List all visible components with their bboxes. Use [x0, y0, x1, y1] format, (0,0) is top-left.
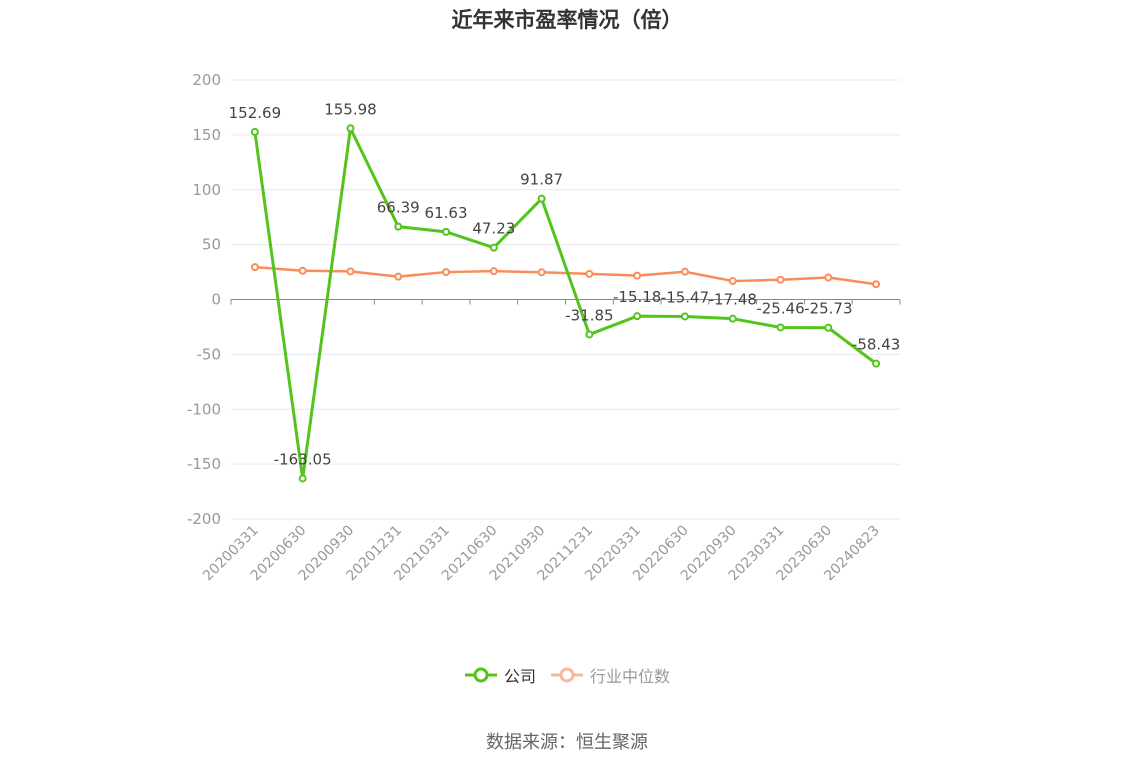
data-point-industry[interactable]	[728, 277, 737, 286]
data-label: -58.43	[852, 336, 900, 354]
series-line-industry	[254, 265, 877, 286]
data-point-industry[interactable]	[298, 266, 307, 275]
data-point-industry[interactable]	[346, 267, 355, 276]
data-source: 数据来源：恒生聚源	[486, 732, 648, 753]
data-point-company[interactable]	[728, 314, 737, 323]
legend-industry-icon	[551, 667, 583, 683]
data-label: -31.85	[565, 306, 613, 324]
legend-label-company: 公司	[503, 667, 536, 686]
data-point-industry[interactable]	[250, 263, 259, 272]
data-point-company[interactable]	[442, 227, 451, 236]
series-line-company	[253, 126, 878, 480]
data-label: 61.63	[425, 204, 468, 222]
legend: 公司 行业中位数	[0, 663, 1134, 687]
data-label: -17.48	[709, 291, 757, 309]
y-tick-label: 50	[202, 236, 221, 254]
data-point-industry[interactable]	[872, 280, 881, 289]
data-label: -25.73	[804, 300, 852, 318]
data-point-industry[interactable]	[776, 275, 785, 284]
data-label: 91.87	[520, 171, 563, 189]
y-tick-label: 100	[192, 181, 221, 199]
data-label: 47.23	[472, 220, 515, 238]
y-tick-label: -100	[187, 400, 221, 418]
data-point-company[interactable]	[776, 323, 785, 332]
legend-label-industry: 行业中位数	[590, 667, 671, 686]
y-tick-label: 150	[192, 126, 221, 144]
data-point-industry[interactable]	[585, 269, 594, 278]
chart-title: 近年来市盈率情况（倍）	[451, 8, 683, 32]
data-point-company[interactable]	[633, 312, 642, 321]
data-label: -15.18	[613, 288, 661, 306]
data-point-industry[interactable]	[680, 267, 689, 276]
series-group	[250, 124, 881, 483]
y-tick-label: 0	[211, 291, 221, 309]
legend-item-company[interactable]: 公司	[464, 663, 536, 687]
legend-item-industry[interactable]: 行业中位数	[550, 663, 670, 687]
y-tick-label: 200	[192, 71, 221, 89]
data-point-industry[interactable]	[633, 271, 642, 280]
data-point-company[interactable]	[680, 312, 689, 321]
data-point-industry[interactable]	[394, 272, 403, 281]
data-label: -25.46	[756, 299, 804, 317]
data-point-industry[interactable]	[537, 268, 546, 277]
data-point-company[interactable]	[346, 124, 355, 133]
data-label: 152.69	[229, 104, 282, 122]
data-point-company[interactable]	[537, 194, 546, 203]
data-point-company[interactable]	[394, 222, 403, 231]
data-point-company[interactable]	[250, 127, 259, 136]
data-point-company[interactable]	[585, 330, 594, 339]
legend-company-icon	[464, 667, 497, 683]
data-point-industry[interactable]	[442, 268, 451, 277]
y-tick-label: -50	[197, 345, 222, 363]
y-tick-label: -150	[187, 455, 221, 473]
data-label: -15.47	[661, 288, 709, 306]
data-point-industry[interactable]	[489, 267, 498, 276]
data-point-company[interactable]	[298, 474, 307, 483]
y-axis: 200 150 100 50 0 -50 -100 -150 -200	[187, 71, 221, 528]
x-axis: 2020033120200630202009302020123120210331…	[200, 299, 901, 584]
y-tick-label: -200	[187, 510, 221, 528]
data-point-company[interactable]	[872, 359, 881, 368]
data-label: 155.98	[324, 100, 377, 118]
data-point-company[interactable]	[489, 243, 498, 252]
data-label: 66.39	[377, 199, 420, 217]
data-point-company[interactable]	[824, 323, 833, 332]
data-label: -163.05	[274, 450, 332, 468]
data-point-industry[interactable]	[824, 273, 833, 282]
